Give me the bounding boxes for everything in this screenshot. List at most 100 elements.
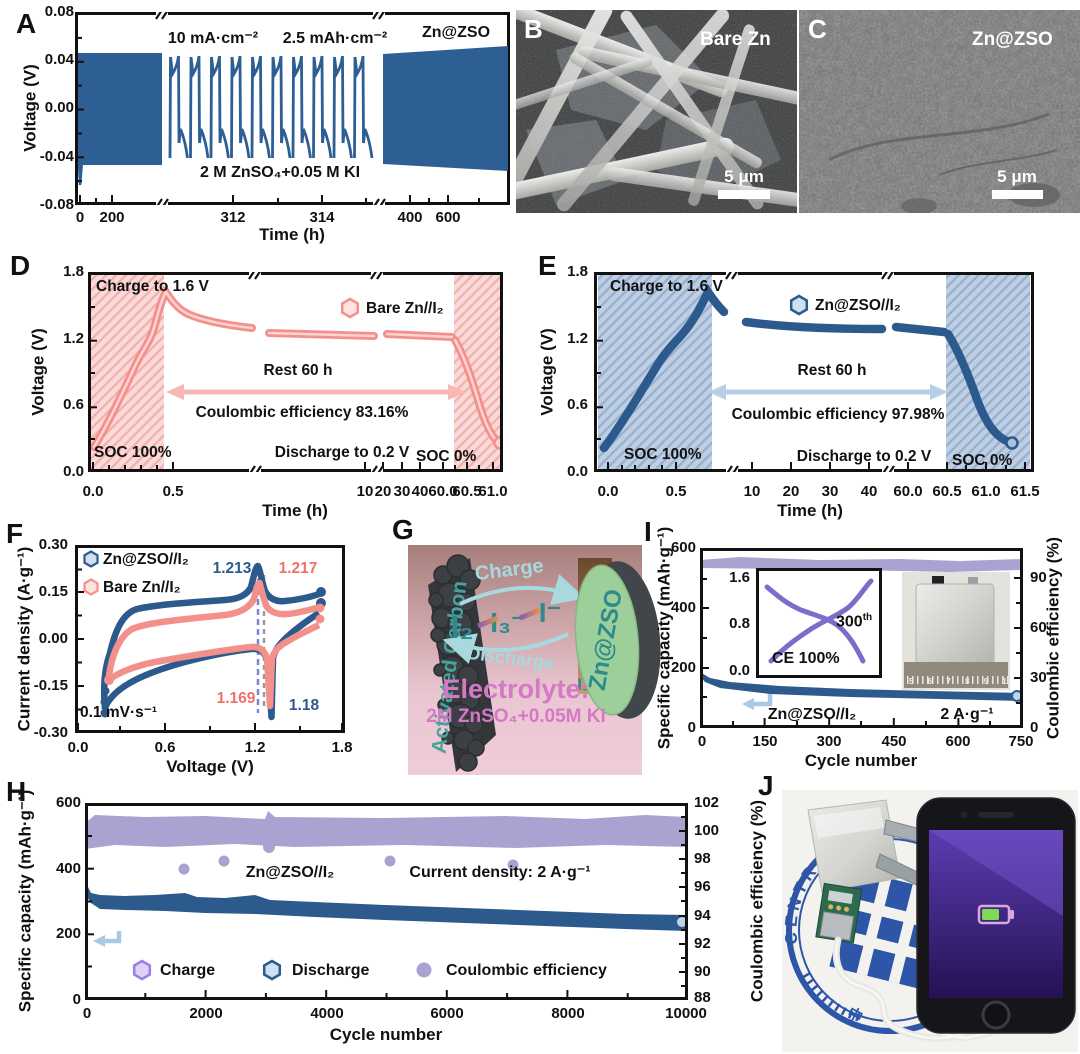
panel-c-scalebar	[992, 190, 1043, 199]
inset-voltage-profiles	[764, 578, 874, 664]
panel-f-xlabel: Voltage (V)	[166, 757, 254, 776]
axis-ticks	[86, 804, 687, 999]
axis-ticks	[596, 273, 1026, 471]
x-tick: 312	[220, 209, 246, 226]
x-tick: 200	[99, 209, 125, 226]
rest-arrow	[166, 384, 466, 400]
axis-frame	[85, 803, 688, 1000]
panel-b-letter: B	[524, 14, 543, 44]
y-tick: 0.0	[567, 463, 588, 480]
coulombic-efficiency-annotation: Coulombic efficiency 97.98%	[731, 406, 945, 423]
sem-grain	[516, 10, 797, 213]
x-tick: 2000	[189, 1005, 223, 1022]
y-tick: 200	[670, 659, 696, 676]
ruler	[904, 662, 1008, 688]
axis-frame	[88, 272, 503, 472]
pouch-cell	[807, 799, 933, 893]
panel-i-letter: I	[644, 516, 652, 547]
legend-discharge-label: Discharge	[292, 962, 370, 979]
x-tick: 60.5	[932, 483, 962, 500]
iodide-species: I⁻	[539, 597, 562, 628]
pouch-body	[915, 583, 995, 665]
inset-y-tick: 0.0	[729, 662, 750, 679]
pouch-cell-photo-graphic: 5 6 7 8 9 10 11	[904, 576, 1010, 688]
y-tick-right: 100	[694, 822, 720, 839]
discharge-cutoff-annotation: Discharge to 0.2 V	[796, 448, 932, 465]
discharge-capacity-band	[700, 672, 1022, 701]
panel-f-legend-1: Zn@ZSO//I₂	[103, 551, 189, 568]
panel-e-legend-label: Zn@ZSO//I₂	[815, 297, 901, 314]
x-tick: 0.5	[665, 483, 687, 500]
y-tick: 0.04	[44, 51, 74, 68]
y-tick-right: 98	[694, 850, 711, 867]
left-axis-indicator-arrow	[93, 931, 122, 947]
inset-cycle-suffix: th	[862, 612, 873, 623]
charge-hexagon-marker	[132, 959, 152, 981]
soc0-region	[946, 275, 1030, 469]
axis-ticks	[77, 13, 480, 204]
areal-capacity-annotation: 2.5 mAh·cm⁻²	[282, 30, 388, 47]
panel-a-plot	[75, 12, 510, 205]
y-tick: 0	[72, 991, 81, 1008]
panel-c-letter: C	[808, 14, 827, 44]
y-tick-right: 96	[694, 878, 711, 895]
x-tick: 600	[945, 733, 971, 750]
y-tick: 0	[687, 719, 696, 736]
y-tick: -0.15	[33, 677, 68, 694]
discharge-hexagon-marker	[262, 959, 282, 981]
y-tick-right: 92	[694, 935, 711, 952]
circuit-board	[815, 882, 863, 944]
y-tick: -0.04	[39, 148, 74, 165]
x-tick: 61.5	[1010, 483, 1040, 500]
panel-h-ylabel-left: Specific capacity (mAh·g⁻¹)	[15, 789, 35, 1013]
x-tick: 6000	[430, 1005, 464, 1022]
y-tick: 0.00	[38, 630, 68, 647]
panel-f-plot	[75, 545, 345, 733]
y-tick-right: 30	[1030, 669, 1047, 686]
legend-markers	[132, 959, 432, 981]
panel-h-plot	[85, 803, 688, 1000]
panel-b-scalebar	[718, 190, 770, 199]
earpiece	[978, 812, 1014, 818]
y-tick: 600	[670, 539, 696, 556]
y-tick: 0.08	[44, 3, 74, 20]
axis-frame	[700, 548, 1023, 728]
x-tick: 1.2	[244, 739, 266, 756]
y-tick: 400	[55, 860, 81, 877]
legend-charge-label: Charge	[160, 962, 216, 979]
front-camera	[960, 811, 968, 819]
panel-f-legend-2: Bare Zn//I₂	[103, 579, 181, 596]
rate-annotation: Current density: 2 A·g⁻¹	[409, 864, 591, 881]
x-tick: 0.6	[154, 739, 176, 756]
panel-i-xlabel: Cycle number	[804, 751, 918, 770]
panel-d-legend-label: Bare Zn//I₂	[366, 300, 444, 317]
y-tick: 0.0	[63, 463, 84, 480]
cell-annotation: Zn@ZSO//I₂	[245, 864, 335, 881]
axis-ticks	[701, 549, 1022, 727]
y-tick-right: 88	[694, 989, 711, 1006]
panel-c-label: Zn@ZSO	[972, 29, 1053, 50]
rest-arrow	[708, 384, 948, 400]
ce-circle-marker	[416, 962, 432, 978]
y-tick: -0.08	[39, 196, 74, 213]
inset-y-tick: 0.8	[729, 615, 750, 632]
x-tick: 10	[356, 483, 374, 500]
panel-c-sem-image	[799, 10, 1080, 213]
axis-frame	[594, 272, 1034, 472]
inset-cycle-annotation: 300th	[836, 612, 872, 631]
zn-zso-electrode: Zn@ZSO	[574, 561, 661, 719]
x-tick: 0.5	[162, 483, 184, 500]
electrolyte-title: Electrolyte:	[442, 674, 589, 704]
y-tick-right: 90	[694, 963, 711, 980]
panel-b-scalebar-label: 5 μm	[724, 167, 764, 186]
panel-j-letter: J	[758, 770, 774, 801]
panel-h-letter: H	[6, 776, 27, 807]
y-tick-right: 94	[694, 907, 711, 924]
soc0-annotation: SOC 0%	[952, 452, 1013, 469]
x-tick: 0.0	[82, 483, 104, 500]
x-tick: 300	[816, 733, 842, 750]
x-tick: 4000	[310, 1005, 344, 1022]
rate-annotation: 2 A·g⁻¹	[940, 706, 994, 723]
electrolyte-annotation: 2 M ZnSO₄+0.05 M KI	[199, 164, 361, 181]
